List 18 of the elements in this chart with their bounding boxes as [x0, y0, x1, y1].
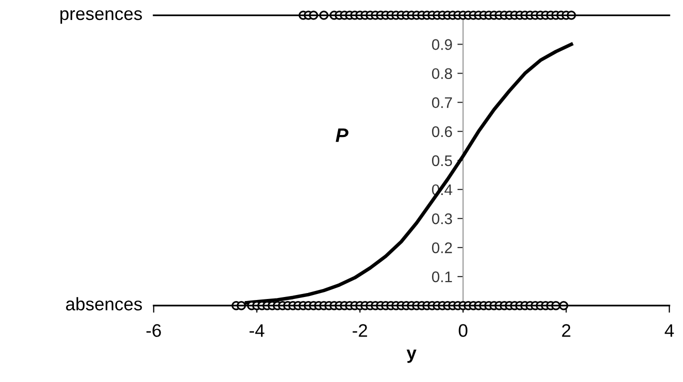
x-tick-label: -2 — [352, 324, 368, 337]
y-tick-label: 0.7 — [432, 97, 452, 108]
y-tick-label: 0.6 — [432, 126, 452, 138]
x-tick-label: -6 — [146, 324, 161, 337]
y-tick-label: 0.9 — [432, 39, 452, 50]
y-tick-label: 0.3 — [432, 213, 452, 224]
y-tick-label: 0.5 — [432, 155, 452, 166]
x-tick-label: -4 — [250, 324, 264, 337]
x-tick-label: 4 — [664, 324, 674, 337]
y-tick-label: 0.2 — [432, 242, 452, 254]
y-tick-label: 0.8 — [432, 68, 452, 80]
text: absences — [66, 297, 142, 310]
ref-line-label: presences — [60, 10, 142, 24]
x-tick-label: 2 — [562, 324, 570, 337]
x-tick-label: 0 — [458, 324, 468, 337]
x-axis-title: y — [406, 350, 416, 363]
y-tick-label: 0.1 — [432, 271, 452, 282]
y-axis-title: P — [336, 128, 348, 142]
